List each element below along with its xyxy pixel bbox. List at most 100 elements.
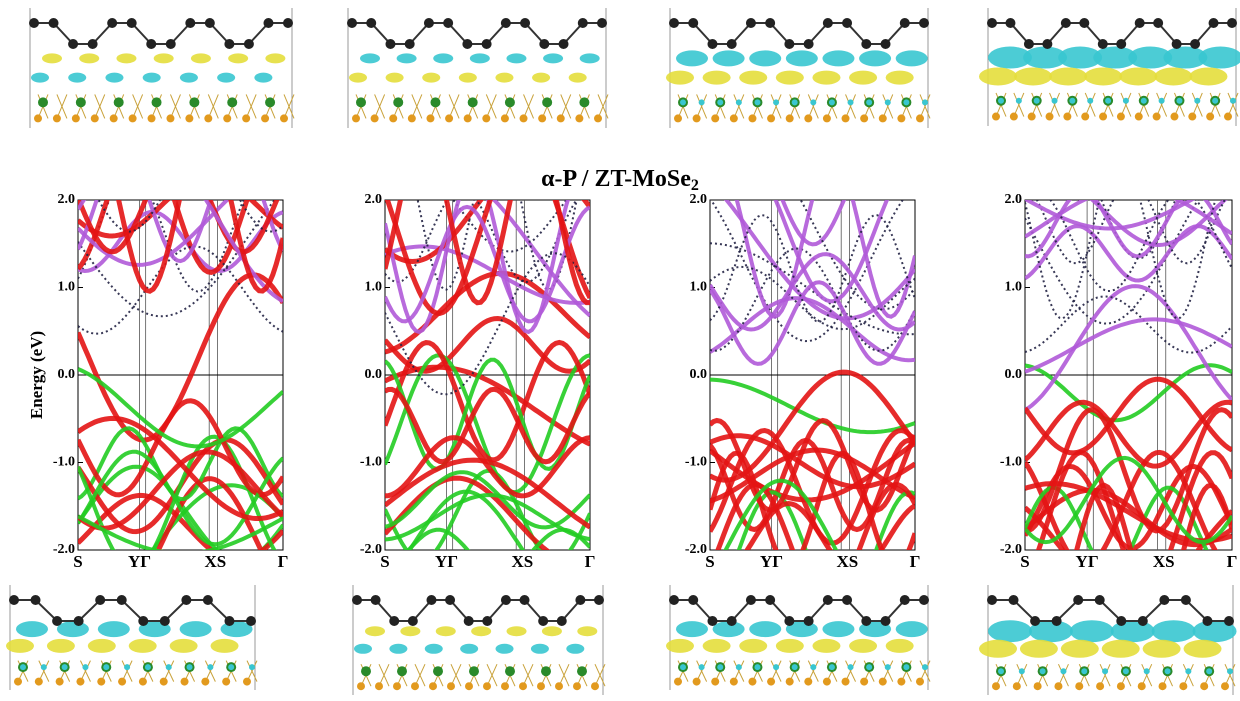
p-atom [919, 18, 929, 28]
charge-blob-small [810, 99, 816, 105]
p-atom [501, 595, 511, 605]
x-tick-label: YΓ [760, 552, 783, 571]
y-tick-label: 2.0 [690, 192, 708, 207]
se-atom [280, 114, 288, 122]
mo-atom [38, 97, 48, 107]
band-panel: 2.01.00.0-1.0-2.0SYΓXSΓ [685, 137, 921, 612]
charge-blob-small [1034, 98, 1040, 104]
se-atom [72, 114, 80, 122]
charge-blob [1184, 640, 1222, 658]
charge-blob-small [792, 664, 798, 670]
se-atom [1028, 113, 1036, 121]
structure [666, 8, 930, 128]
charge-blob [459, 73, 477, 83]
se-atom [1138, 682, 1146, 690]
se-atom [1013, 682, 1021, 690]
p-atom [727, 39, 737, 49]
p-atom [424, 18, 434, 28]
charge-blob [1102, 640, 1140, 658]
se-atom [1046, 113, 1054, 121]
charge-blob-small [62, 664, 68, 670]
p-atom [127, 18, 137, 28]
charge-blob-small [1087, 98, 1093, 104]
p-atom [68, 39, 78, 49]
p-bonds [14, 600, 251, 621]
y-tick-label: 2.0 [1005, 192, 1023, 207]
mo-atom [430, 97, 440, 107]
p-atom [1079, 18, 1089, 28]
p-atom [1052, 616, 1062, 626]
charge-blob-small [848, 99, 854, 105]
charge-blob [6, 639, 34, 653]
se-atom [1054, 682, 1062, 690]
y-tick-label: 0.0 [690, 367, 708, 382]
se-atom [573, 682, 581, 690]
se-atom [501, 114, 509, 122]
se-atom [1117, 113, 1125, 121]
charge-blob-small [848, 664, 854, 670]
p-atom [366, 18, 376, 28]
band-curve [710, 156, 915, 317]
p-atom [31, 595, 41, 605]
se-atom [711, 114, 719, 122]
se-atom [429, 682, 437, 690]
se-atom [860, 678, 868, 686]
charge-blob [542, 626, 562, 636]
p-atom [881, 616, 891, 626]
charge-blob [105, 73, 123, 83]
band-curve [78, 275, 283, 440]
charge-blob-small [1176, 98, 1182, 104]
se-atom [14, 678, 22, 686]
band-curve [1025, 319, 1232, 371]
p-atom [538, 616, 548, 626]
se-atom [110, 114, 118, 122]
charge-blob [896, 50, 928, 66]
charge-blob-small [866, 99, 872, 105]
se-atom [594, 114, 602, 122]
charge-blob [349, 73, 367, 83]
charge-blob [400, 626, 420, 636]
band-panels: 2.01.00.0-1.0-2.0SYΓXSΓ2.01.00.0-1.0-2.0… [53, 130, 1238, 613]
se-atom [91, 114, 99, 122]
charge-blob [812, 639, 840, 653]
se-atom [1200, 682, 1208, 690]
p-atom [520, 595, 530, 605]
charge-blob-small [736, 664, 742, 670]
p-atom [445, 595, 455, 605]
charge-blob [822, 621, 854, 637]
se-atom [1135, 113, 1143, 121]
p-atom [1116, 616, 1126, 626]
x-tick-label: Γ [910, 552, 921, 571]
y-tick-label: 0.0 [365, 367, 383, 382]
charge-blob-small [885, 99, 891, 105]
p-atom [352, 595, 362, 605]
p-atom [408, 616, 418, 626]
y-tick-label: -2.0 [1000, 542, 1022, 557]
x-tick-label: S [380, 552, 389, 571]
charge-blob-small [998, 98, 1004, 104]
se-atom [1153, 113, 1161, 121]
band-curve [78, 130, 283, 292]
charge-blob-small [699, 99, 705, 105]
charge-blob [703, 71, 731, 85]
se-atom [97, 678, 105, 686]
charge-blob-small [829, 99, 835, 105]
se-atom [916, 678, 924, 686]
charge-blob [495, 73, 513, 83]
charge-blob [425, 644, 443, 654]
se-atom [520, 114, 528, 122]
charge-blob-small [187, 664, 193, 670]
se-atom [501, 682, 509, 690]
se-atom [674, 678, 682, 686]
charge-blob [88, 639, 116, 653]
charge-blob-small [699, 664, 705, 670]
p-atom [804, 39, 814, 49]
structure [666, 585, 930, 690]
x-tick-label: Γ [278, 552, 289, 571]
p-atom [1005, 18, 1015, 28]
charge-blob [776, 71, 804, 85]
charge-blob-small [829, 664, 835, 670]
x-tick-label: XS [204, 552, 226, 571]
band-curve [1025, 187, 1232, 236]
p-atom [1190, 39, 1200, 49]
